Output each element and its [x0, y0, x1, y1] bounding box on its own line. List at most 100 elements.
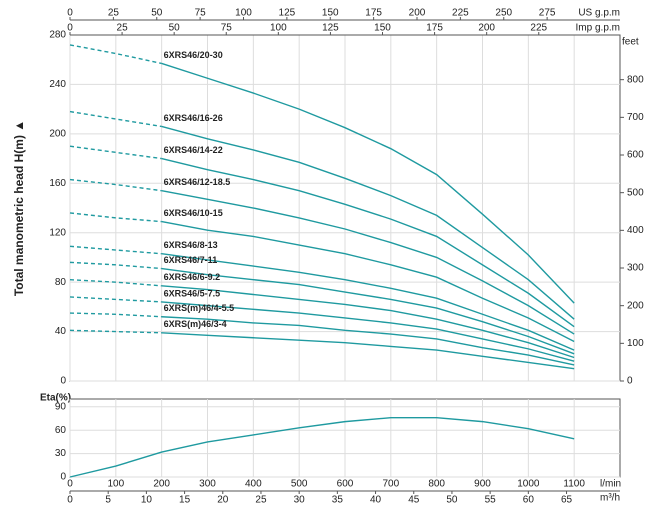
top-tick-label: 25 [108, 8, 120, 19]
curve [161, 157, 575, 328]
curve [161, 253, 575, 351]
y2-axis-label: feet [622, 37, 639, 48]
y-tick-label: 200 [49, 128, 66, 139]
x-tick-label: 500 [291, 479, 308, 490]
x2-tick-label: 25 [255, 495, 267, 506]
y2-tick-label: 500 [627, 187, 644, 198]
x-axis-label: l/min [600, 479, 621, 490]
x2-tick-label: 35 [332, 495, 344, 506]
curve [161, 220, 575, 343]
x2-tick-label: 45 [408, 495, 420, 506]
x-tick-label: 1000 [517, 479, 540, 490]
eta-axis-label: Eta(%) [40, 393, 71, 404]
y-tick-label: 0 [60, 472, 66, 483]
top-tick-label: 150 [374, 23, 391, 34]
top-tick-label: 50 [169, 23, 181, 34]
x-tick-label: 400 [245, 479, 262, 490]
series-label: 6XRS46/6-9.2 [164, 272, 221, 282]
top-tick-label: 100 [270, 23, 287, 34]
series-label: 6XRS(m)46/3-4 [164, 319, 227, 329]
series-label: 6XRS46/16-26 [164, 113, 223, 123]
x-tick-label: 200 [153, 479, 170, 490]
y-tick-label: 30 [55, 448, 67, 459]
top-axis-label: Imp g.p.m [576, 23, 620, 34]
y2-tick-label: 700 [627, 112, 644, 123]
top-tick-label: 125 [322, 23, 339, 34]
y2-tick-label: 300 [627, 263, 644, 274]
top-tick-label: 25 [117, 23, 129, 34]
curve [161, 285, 575, 359]
curve [161, 316, 575, 366]
top-tick-label: 0 [67, 23, 73, 34]
curve [69, 110, 162, 128]
top-tick-label: 100 [235, 8, 252, 19]
curve [69, 245, 162, 255]
series-label: 6XRS46/10-15 [164, 208, 223, 218]
curve [69, 278, 162, 287]
y-axis-label: Total manometric head H(m) ▲ [12, 120, 26, 296]
curve [69, 296, 162, 303]
top-tick-label: 200 [478, 23, 495, 34]
top-tick-label: 75 [221, 23, 233, 34]
curve [161, 190, 575, 335]
curve [161, 301, 575, 362]
x-tick-label: 600 [337, 479, 354, 490]
curve [161, 332, 575, 370]
x-tick-label: 300 [199, 479, 216, 490]
x2-tick-label: 65 [561, 495, 573, 506]
curve [69, 145, 162, 160]
y-tick-label: 120 [49, 227, 66, 238]
y-tick-label: 0 [60, 376, 66, 387]
series-label: 6XRS46/12-18.5 [164, 177, 231, 187]
x2-tick-label: 0 [67, 495, 73, 506]
top-tick-label: 225 [530, 23, 547, 34]
series-label: 6XRS46/8-13 [164, 240, 218, 250]
y-tick-label: 80 [55, 277, 67, 288]
x2-tick-label: 5 [105, 495, 111, 506]
top-tick-label: 175 [426, 23, 443, 34]
curve [69, 329, 162, 334]
x2-tick-label: 60 [523, 495, 535, 506]
series-label: 6XRS46/7-11 [164, 255, 218, 265]
x2-tick-label: 15 [179, 495, 191, 506]
y-tick-label: 160 [49, 178, 66, 189]
top-tick-label: 200 [409, 8, 426, 19]
top-tick-label: 0 [67, 8, 73, 19]
y-tick-label: 90 [55, 401, 67, 412]
x-tick-label: 100 [107, 479, 124, 490]
top-tick-label: 225 [452, 8, 469, 19]
curve [69, 212, 162, 223]
top-tick-label: 50 [151, 8, 163, 19]
series-label: 6XRS46/14-22 [164, 145, 223, 155]
x2-axis-label: m³/h [600, 493, 620, 504]
y2-tick-label: 600 [627, 150, 644, 161]
curve [161, 62, 575, 304]
y2-tick-label: 0 [627, 376, 633, 387]
x2-tick-label: 30 [294, 495, 306, 506]
y2-tick-label: 100 [627, 338, 644, 349]
curve [161, 125, 575, 320]
top-tick-label: 275 [539, 8, 556, 19]
top-tick-label: 75 [195, 8, 207, 19]
x2-tick-label: 40 [370, 495, 382, 506]
x2-tick-label: 10 [141, 495, 153, 506]
x-tick-label: 800 [428, 479, 445, 490]
y2-tick-label: 400 [627, 225, 644, 236]
y-tick-label: 60 [55, 425, 67, 436]
x-tick-label: 900 [474, 479, 491, 490]
series-label: 6XRS46/5-7.5 [164, 288, 221, 298]
series-label: 6XRS(m)46/4-5.5 [164, 303, 235, 313]
top-tick-label: 175 [365, 8, 382, 19]
x2-tick-label: 20 [217, 495, 229, 506]
curve [69, 44, 162, 65]
y-tick-label: 40 [55, 326, 67, 337]
x2-tick-label: 50 [446, 495, 458, 506]
top-tick-label: 125 [279, 8, 296, 19]
y-tick-label: 280 [49, 30, 66, 41]
curve [161, 267, 575, 355]
y2-tick-label: 800 [627, 74, 644, 85]
top-axis-label: US g.p.m [578, 8, 620, 19]
x2-tick-label: 55 [485, 495, 497, 506]
y2-tick-label: 200 [627, 300, 644, 311]
